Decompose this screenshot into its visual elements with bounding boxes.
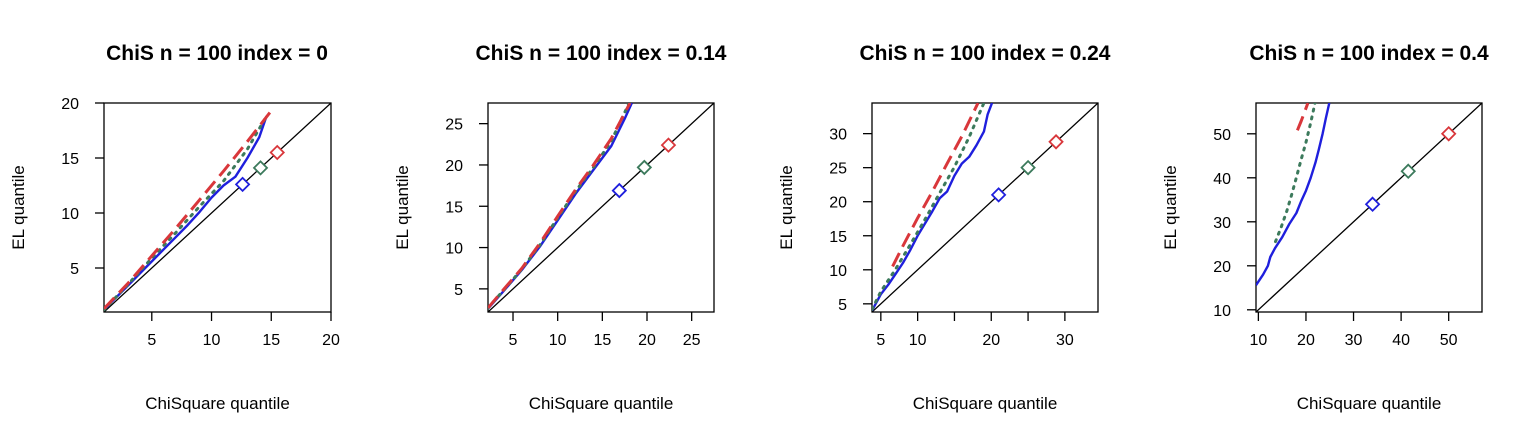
x-axis-label: ChiSquare quantile [529, 394, 674, 413]
marker-red-diamond [660, 137, 677, 153]
y-tick-label: 15 [61, 151, 79, 168]
y-tick-label: 10 [61, 206, 79, 223]
y-tick-label: 50 [1213, 127, 1231, 144]
series-green-dotted [104, 114, 268, 312]
series-black-solid [104, 103, 331, 312]
series-black-solid [488, 103, 714, 312]
y-tick-label: 20 [445, 158, 463, 175]
x-tick-label: 20 [638, 332, 656, 349]
y-tick-label: 40 [1213, 171, 1231, 188]
panel-title: ChiS n = 100 index = 0.24 [860, 42, 1111, 65]
y-tick-label: 10 [1213, 303, 1231, 320]
x-tick-label: 10 [203, 332, 221, 349]
x-tick-label: 15 [262, 332, 280, 349]
series-blue-solid [488, 103, 633, 310]
y-tick-label: 30 [1213, 215, 1231, 232]
y-tick-label: 15 [445, 199, 463, 216]
marker-red-diamond [269, 144, 286, 161]
y-tick-label: 20 [829, 195, 847, 212]
marker-green-diamond [636, 159, 653, 176]
y-tick-label: 10 [445, 241, 463, 258]
y-tick-label: 5 [838, 297, 847, 314]
y-tick-label: 20 [1213, 259, 1231, 276]
y-tick-label: 5 [70, 261, 79, 278]
series-black-solid [872, 103, 1098, 312]
series-green-dotted [488, 103, 631, 310]
marker-blue-diamond [234, 176, 251, 193]
panel-title: ChiS n = 100 index = 0 [106, 42, 328, 65]
y-tick-label: 30 [829, 127, 847, 144]
y-tick-label: 25 [829, 161, 847, 178]
panel-title: ChiS n = 100 index = 0.14 [476, 42, 727, 65]
series-green-dotted [1274, 103, 1317, 244]
x-tick-label: 5 [147, 332, 156, 349]
series-red-dashed [891, 103, 980, 268]
y-axis-label: EL quantile [777, 165, 796, 249]
x-tick-label: 30 [1345, 332, 1363, 349]
x-tick-label: 50 [1440, 332, 1458, 349]
panel-index-0.24: ChiS n = 100 index = 0.24 5 10 20 30 5 10 15 20 2… [777, 42, 1111, 413]
plot-frame [103, 102, 332, 313]
x-tick-label: 20 [1297, 332, 1315, 349]
x-axis-label: ChiSquare quantile [145, 394, 290, 413]
x-tick-label: 30 [1056, 332, 1074, 349]
panel-index-0: ChiS n = 100 index = 0 5 10 15 20 5 10 15 20 ChiS… [9, 42, 340, 413]
marker-blue-diamond [990, 187, 1007, 203]
y-tick-label: 25 [445, 117, 463, 134]
y-axis-label: EL quantile [9, 165, 28, 249]
series-blue-solid [872, 103, 994, 312]
marker-green-diamond [1020, 159, 1036, 176]
marker-red-diamond [1048, 134, 1064, 150]
x-tick-label: 10 [1249, 332, 1267, 349]
x-tick-label: 10 [909, 332, 927, 349]
series-blue-solid [104, 115, 268, 311]
marker-red-diamond [1440, 126, 1457, 142]
x-axis-label: ChiSquare quantile [1297, 394, 1442, 413]
series-blue-solid [1256, 103, 1331, 286]
x-tick-label: 5 [509, 332, 518, 349]
plot-frame [487, 102, 715, 313]
series-green-dotted [872, 103, 986, 311]
panel-index-0.14: ChiS n = 100 index = 0.14 5 10 15 20 25 5 10 15 2… [393, 42, 727, 413]
marker-blue-diamond [611, 182, 628, 199]
plot-frame [1255, 102, 1483, 313]
series-group [872, 103, 1098, 312]
series-group [104, 103, 331, 312]
x-tick-label: 20 [322, 332, 340, 349]
series-red-dashed [1296, 103, 1310, 131]
y-tick-label: 5 [454, 282, 463, 299]
x-axis-label: ChiSquare quantile [913, 394, 1058, 413]
x-tick-label: 10 [549, 332, 567, 349]
series-red-dashed [104, 109, 273, 310]
marker-green-diamond [252, 160, 269, 176]
series-group [488, 103, 714, 312]
x-tick-label: 40 [1392, 332, 1410, 349]
plot-frame [871, 102, 1099, 313]
y-axis-label: EL quantile [393, 165, 412, 249]
x-tick-label: 15 [593, 332, 611, 349]
panel-title: ChiS n = 100 index = 0.4 [1249, 42, 1489, 65]
y-tick-label: 20 [61, 96, 79, 113]
series-red-dashed [488, 103, 632, 309]
panel-index-0.4: ChiS n = 100 index = 0.4 10 20 30 40 50 10 20 30… [1161, 42, 1489, 413]
marker-green-diamond [1400, 163, 1417, 179]
y-tick-label: 15 [829, 229, 847, 246]
y-tick-label: 10 [829, 263, 847, 280]
marker-blue-diamond [1364, 196, 1381, 212]
x-tick-label: 20 [982, 332, 1000, 349]
x-tick-label: 25 [683, 332, 701, 349]
y-axis-label: EL quantile [1161, 165, 1180, 249]
x-tick-label: 5 [876, 332, 885, 349]
